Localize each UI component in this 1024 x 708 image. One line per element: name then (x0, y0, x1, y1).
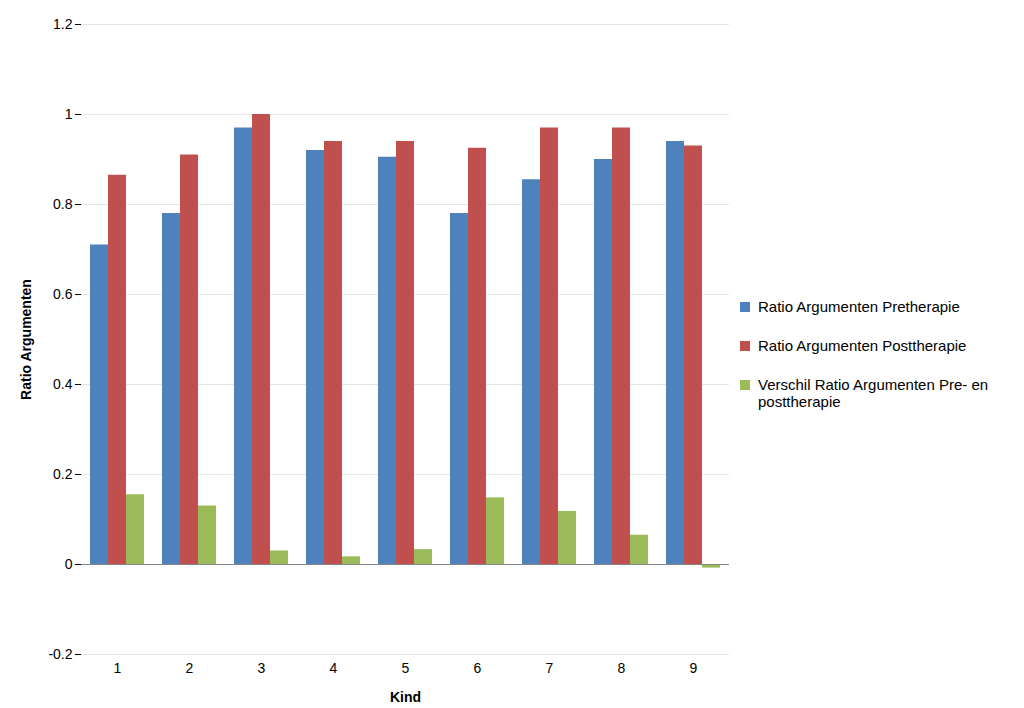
svg-text:8: 8 (618, 660, 626, 676)
svg-text:4: 4 (330, 660, 338, 676)
svg-text:3: 3 (258, 660, 266, 676)
svg-text:0.8: 0.8 (53, 196, 73, 212)
svg-text:1: 1 (65, 106, 73, 122)
svg-text:1: 1 (114, 660, 122, 676)
svg-text:5: 5 (402, 660, 410, 676)
svg-text:0.2: 0.2 (53, 466, 73, 482)
svg-text:-0.2: -0.2 (48, 646, 72, 662)
svg-text:2: 2 (186, 660, 194, 676)
svg-text:9: 9 (690, 660, 698, 676)
svg-text:7: 7 (546, 660, 554, 676)
svg-text:0.6: 0.6 (53, 286, 73, 302)
svg-text:0: 0 (65, 556, 73, 572)
svg-text:1.2: 1.2 (53, 16, 73, 32)
html-text:Ratio Argumenten Posttherapie: Ratio Argumenten Posttherapie (758, 337, 967, 354)
html-text:Verschil Ratio Argumenten Pre-: Verschil Ratio Argumenten Pre- en postth… (758, 376, 989, 410)
html-text:Ratio Argumenten Pretherapie: Ratio Argumenten Pretherapie (758, 298, 960, 315)
svg-text:Ratio Argumenten: Ratio Argumenten (18, 279, 34, 400)
svg-text:Kind: Kind (390, 689, 421, 705)
svg-text:6: 6 (474, 660, 482, 676)
svg-text:0.4: 0.4 (53, 376, 73, 392)
